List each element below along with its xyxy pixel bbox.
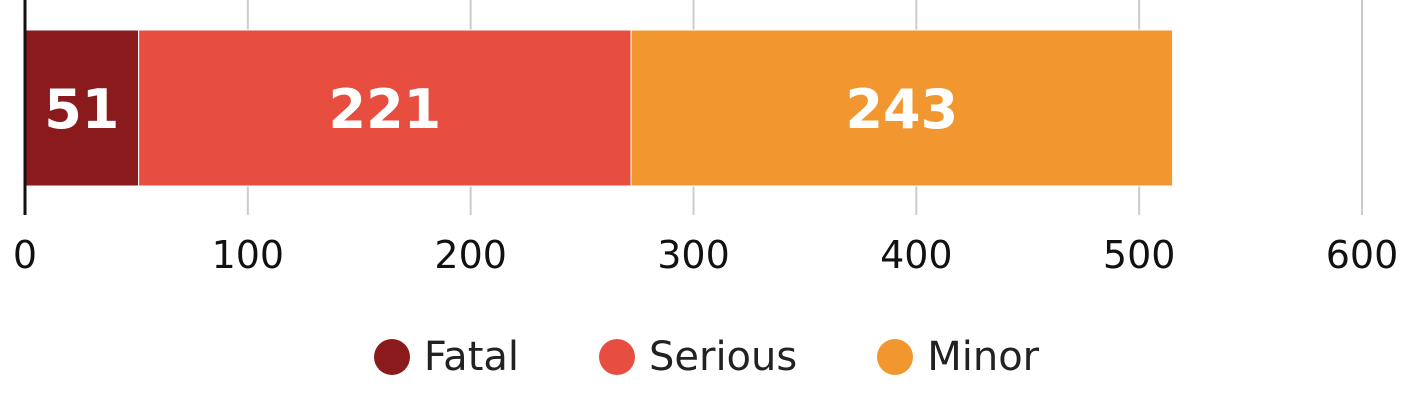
x-tick-label-100: 100 [212,233,285,277]
data-label-serious: 221 [329,78,442,141]
legend-label-fatal: Fatal [423,334,519,380]
legend-swatch-serious [599,339,635,375]
x-tick-label-300: 300 [657,233,730,277]
x-tick-label-400: 400 [880,233,953,277]
x-axis-ticks: 0 100 200 300 400 500 600 [13,233,1398,277]
data-label-fatal: 51 [44,78,119,141]
stacked-bar-chart: 51 221 243 0 100 200 300 400 500 600 [13,0,1398,277]
x-tick-label-600: 600 [1326,233,1399,277]
x-tick-label-500: 500 [1103,233,1176,277]
legend: Fatal Serious Minor [0,337,1413,377]
legend-item-serious: Serious [599,337,797,377]
bar-segment-minor [630,29,1174,187]
x-tick-label-200: 200 [434,233,507,277]
legend-label-minor: Minor [927,334,1040,380]
legend-item-fatal: Fatal [373,334,519,380]
data-labels: 51 221 243 [44,78,958,141]
data-label-minor: 243 [845,78,958,141]
bar-segment-fatal [24,29,140,187]
bar-segments [24,29,1174,187]
legend-label-serious: Serious [649,334,798,380]
legend-item-minor: Minor [877,337,1039,377]
legend-swatch-minor [877,339,914,375]
x-tick-label-0: 0 [13,233,37,277]
legend-swatch-fatal [373,339,410,375]
